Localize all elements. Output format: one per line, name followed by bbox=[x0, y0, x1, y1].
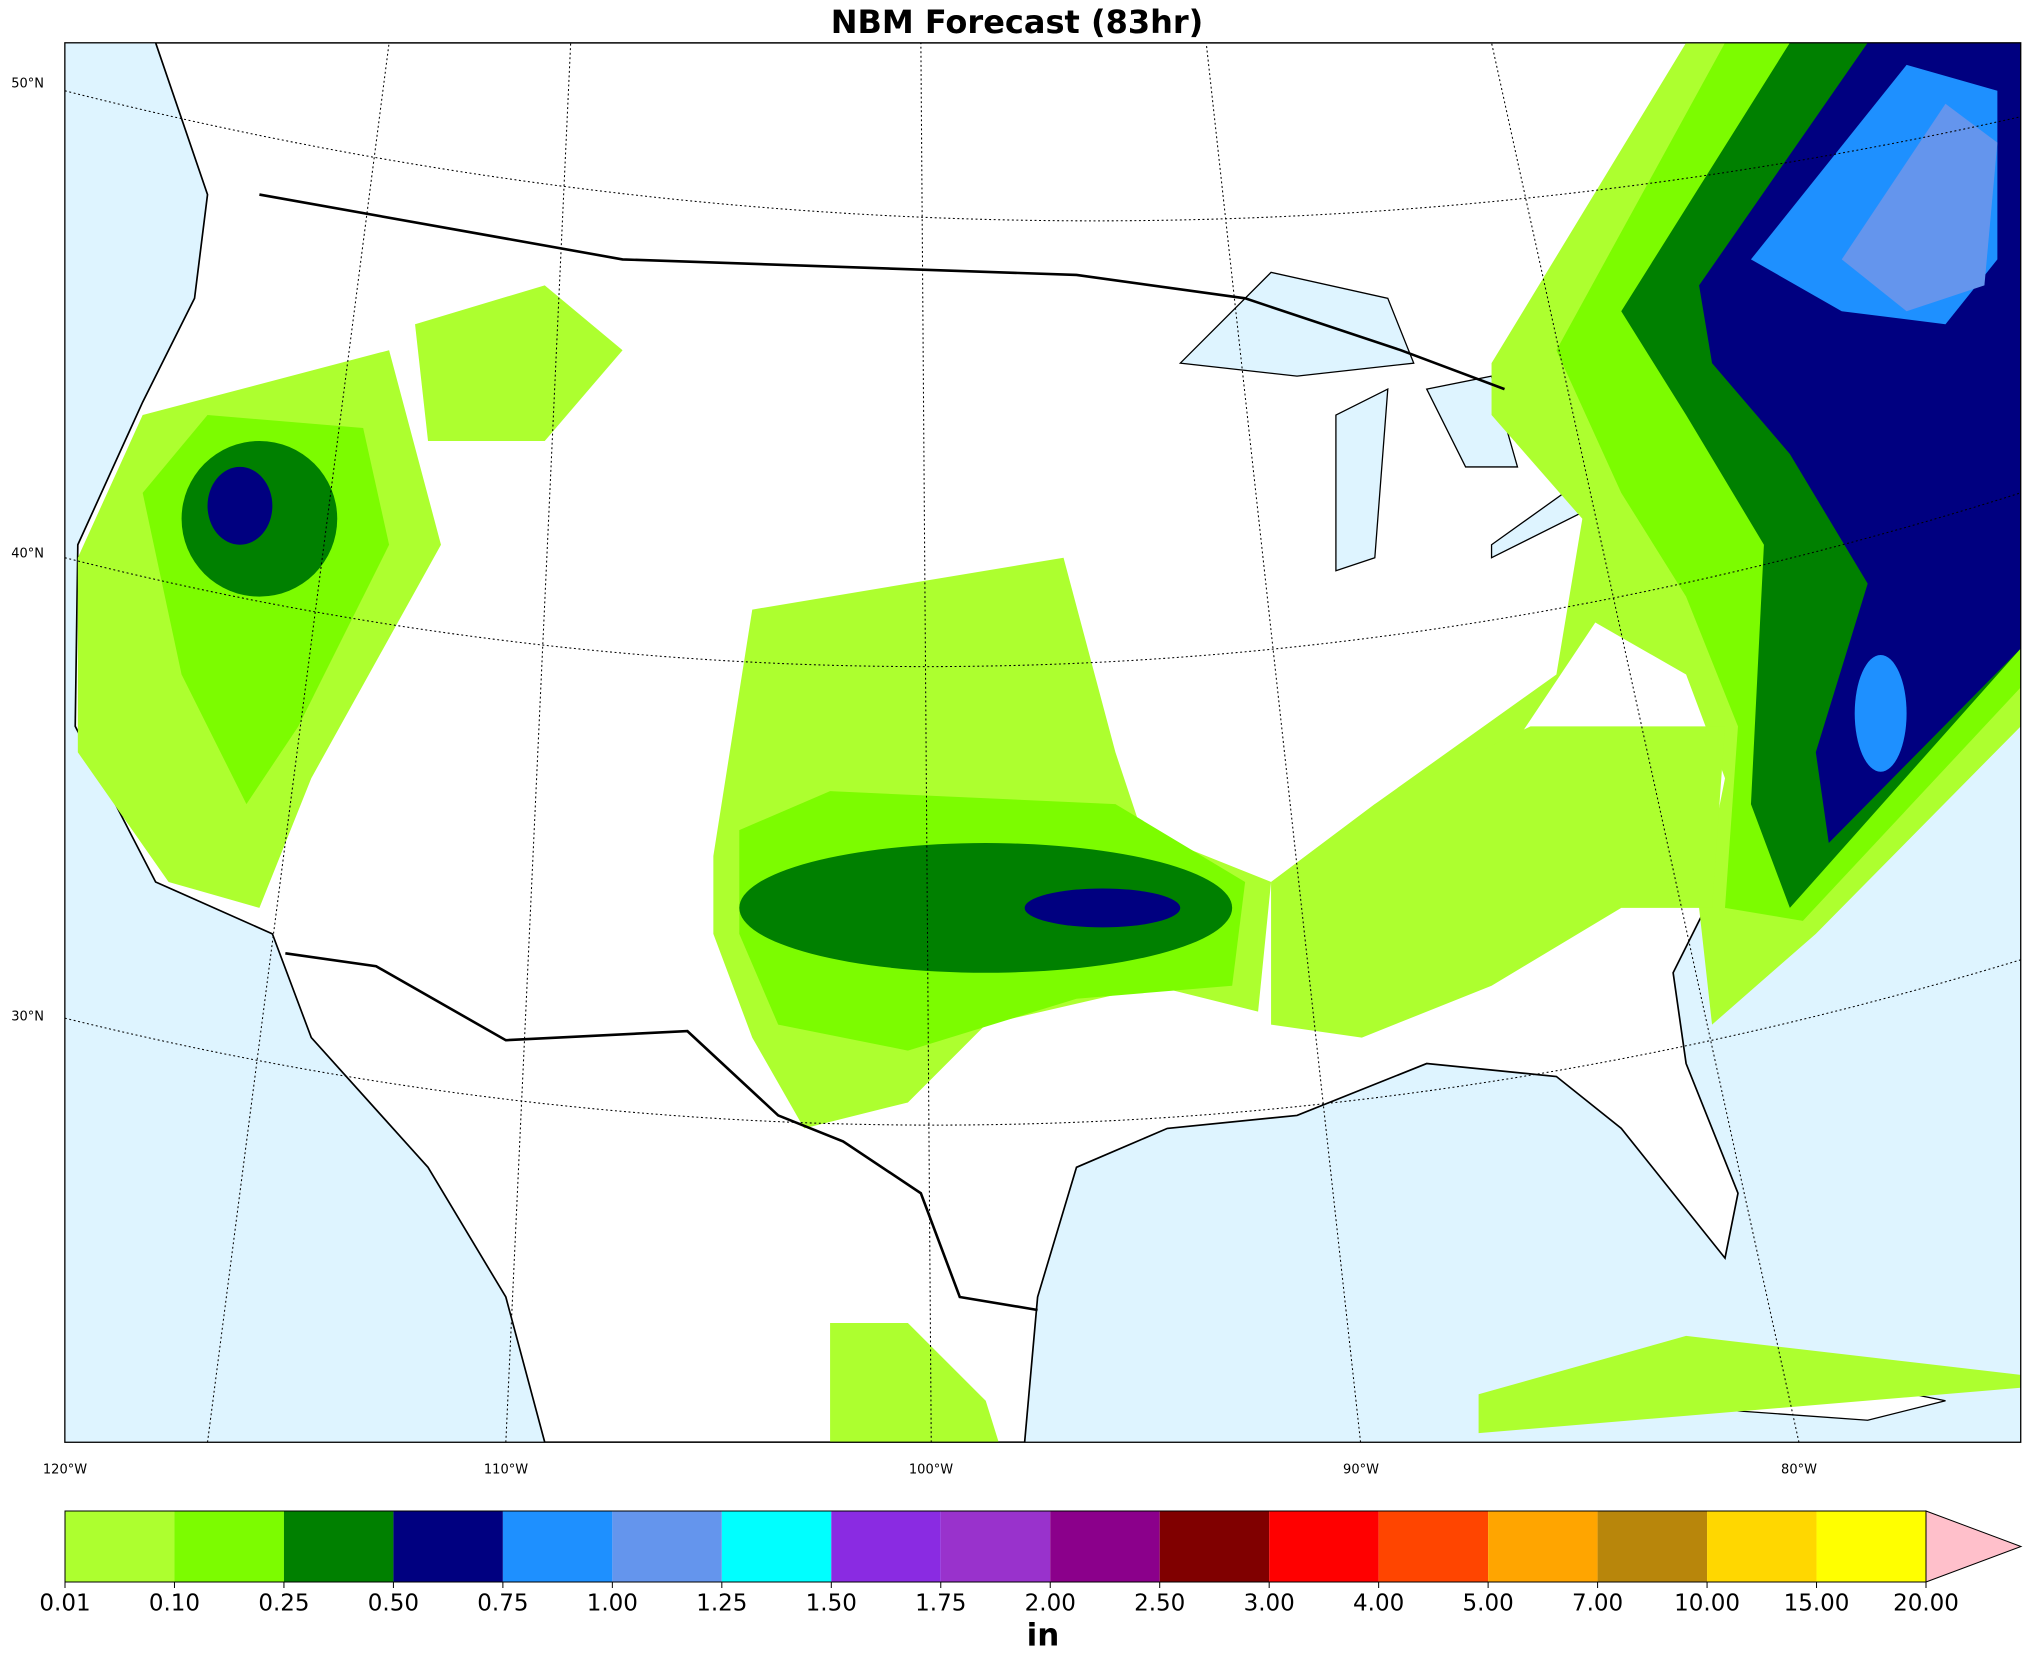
colorbar-segment bbox=[1597, 1511, 1708, 1582]
colorbar-segment bbox=[1488, 1511, 1598, 1582]
great-lakes bbox=[1178, 271, 1597, 572]
borders bbox=[259, 193, 1505, 1312]
colorbar-tick-label: 1.25 bbox=[696, 1591, 747, 1617]
colorbar-extend bbox=[1925, 1510, 2023, 1583]
lat-label: 50°N bbox=[11, 77, 44, 92]
colorbar-tick-label: 20.00 bbox=[1893, 1591, 1959, 1617]
map-labels: 50°N 40°N 30°N 120°W 110°W 100°W 90°W 80°W bbox=[11, 77, 1817, 1478]
lat-label: 40°N bbox=[11, 547, 44, 562]
colorbar-tick-label: 3.00 bbox=[1244, 1591, 1295, 1617]
colorbar-tick-label: 0.25 bbox=[258, 1591, 309, 1617]
colorbar-segment bbox=[393, 1511, 503, 1582]
colorbar-tick-label: 10.00 bbox=[1674, 1591, 1740, 1617]
colorbar-unit: in bbox=[1027, 1618, 1060, 1654]
map-frame bbox=[64, 42, 2022, 1443]
colorbar-segment bbox=[1050, 1511, 1160, 1582]
colorbar-frame bbox=[64, 1510, 1927, 1583]
colorbar-tick-label: 0.75 bbox=[477, 1591, 528, 1617]
colorbar-segment bbox=[283, 1511, 394, 1582]
colorbar-tick-label: 2.50 bbox=[1134, 1591, 1185, 1617]
colorbar-tick-label: 1.75 bbox=[915, 1591, 966, 1617]
colorbar-tick-label: 0.10 bbox=[149, 1591, 200, 1617]
graticule bbox=[64, 42, 2021, 1443]
lat-label: 30°N bbox=[11, 1010, 44, 1025]
colorbar-tick-label: 7.00 bbox=[1572, 1591, 1623, 1617]
lon-label: 90°W bbox=[1343, 1463, 1379, 1478]
title: NBM Forecast (83hr) bbox=[831, 3, 1204, 41]
colorbar-segment bbox=[831, 1511, 941, 1582]
colorbar-segment bbox=[502, 1511, 613, 1582]
lon-label: 80°W bbox=[1781, 1463, 1817, 1478]
colorbar-segment bbox=[721, 1511, 832, 1582]
precipitation bbox=[77, 42, 2021, 1443]
map bbox=[64, 42, 2022, 1443]
colorbar-tick-label: 0.50 bbox=[368, 1591, 419, 1617]
colorbar-segment bbox=[1707, 1511, 1817, 1582]
colorbar-segment bbox=[1159, 1511, 1270, 1582]
colorbar-segment bbox=[1269, 1511, 1379, 1582]
lon-label: 110°W bbox=[484, 1463, 528, 1478]
colorbar-tick-label: 1.50 bbox=[806, 1591, 857, 1617]
colorbar-tick-label: 5.00 bbox=[1463, 1591, 1514, 1617]
colorbar-segment bbox=[1378, 1511, 1489, 1582]
colorbar-tick-label: 0.01 bbox=[39, 1591, 90, 1617]
colorbar-segment bbox=[174, 1511, 284, 1582]
colorbar-segment bbox=[612, 1511, 722, 1582]
lon-label: 120°W bbox=[43, 1463, 87, 1478]
colorbar-tick-label: 1.00 bbox=[587, 1591, 638, 1617]
colorbar: 0.01 0.10 0.25 0.50 0.75 1.00 1.25 1.50 1.75 2.00… bbox=[39, 1510, 2023, 1617]
colorbar-tick-label: 4.00 bbox=[1353, 1591, 1404, 1617]
lon-label: 100°W bbox=[909, 1463, 953, 1478]
colorbar-segment bbox=[1816, 1511, 1926, 1582]
colorbar-tick-label: 2.00 bbox=[1025, 1591, 1076, 1617]
colorbar-segment bbox=[940, 1511, 1051, 1582]
colorbar-tick-label: 15.00 bbox=[1784, 1591, 1850, 1617]
colorbar-segment bbox=[65, 1511, 175, 1582]
